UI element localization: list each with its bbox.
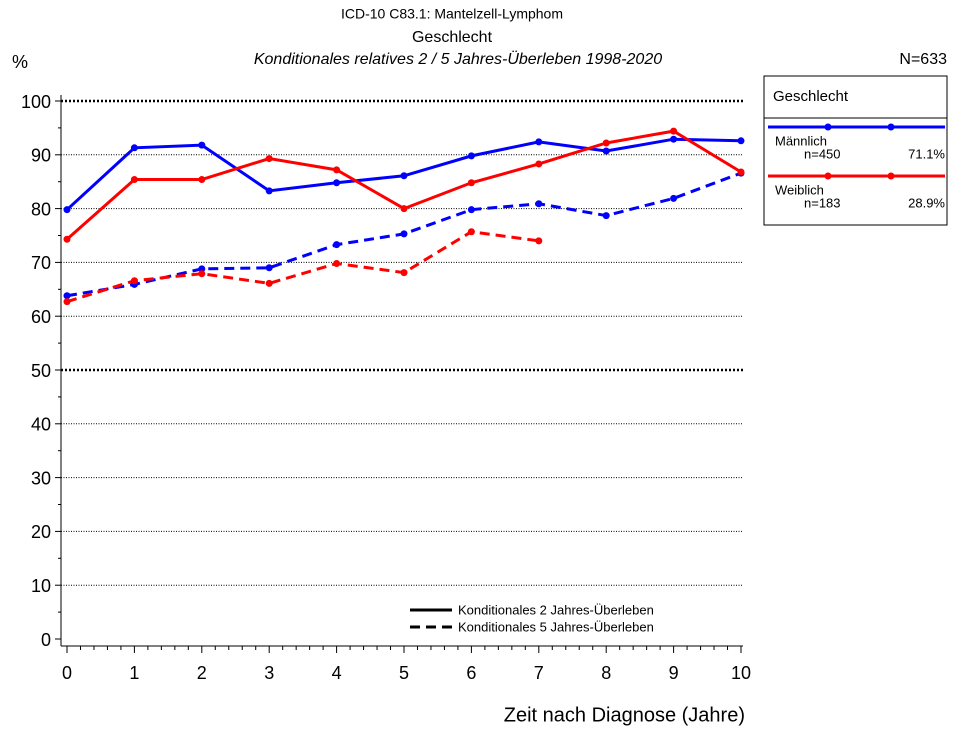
data-point bbox=[198, 141, 206, 149]
data-point bbox=[63, 292, 71, 300]
data-point bbox=[333, 241, 341, 249]
data-point bbox=[400, 230, 408, 238]
legend-count: n=183 bbox=[804, 195, 841, 210]
data-point bbox=[535, 160, 543, 168]
chart-subtitle: Konditionales relatives 2 / 5 Jahres-Übe… bbox=[254, 50, 662, 68]
chart-subtitle: Geschlecht bbox=[412, 29, 493, 46]
data-point bbox=[602, 212, 610, 220]
x-tick-label: 8 bbox=[601, 663, 611, 683]
data-point bbox=[467, 228, 475, 236]
data-point bbox=[467, 152, 475, 160]
data-point bbox=[737, 137, 745, 145]
legend-share: 71.1% bbox=[908, 146, 945, 161]
x-tick-label: 0 bbox=[62, 663, 72, 683]
y-tick-label: 20 bbox=[31, 522, 51, 542]
x-tick-label: 7 bbox=[534, 663, 544, 683]
data-point bbox=[130, 176, 138, 184]
x-axis-label: Zeit nach Diagnose (Jahre) bbox=[504, 704, 745, 726]
y-tick-label: 80 bbox=[31, 199, 51, 219]
x-tick-label: 1 bbox=[129, 663, 139, 683]
x-tick-label: 3 bbox=[264, 663, 274, 683]
series-line bbox=[66, 230, 540, 304]
data-point bbox=[265, 279, 273, 287]
data-point bbox=[535, 237, 543, 245]
data-point bbox=[63, 298, 71, 306]
style-legend-label: Konditionales 2 Jahres-Überleben bbox=[458, 602, 654, 617]
legend-title: Geschlecht bbox=[773, 88, 849, 105]
data-point bbox=[130, 144, 138, 152]
x-tick-label: 9 bbox=[669, 663, 679, 683]
data-point bbox=[63, 206, 71, 214]
style-legend-label: Konditionales 5 Jahres-Überleben bbox=[458, 619, 654, 634]
data-point bbox=[602, 139, 610, 147]
legend-marker bbox=[824, 172, 832, 180]
total-count: N=633 bbox=[899, 51, 947, 68]
legend-box bbox=[763, 75, 948, 226]
x-tick-label: 4 bbox=[332, 663, 342, 683]
legend-share: 28.9% bbox=[908, 195, 945, 210]
y-axis-label: % bbox=[12, 52, 28, 72]
data-point bbox=[198, 176, 206, 184]
data-point bbox=[535, 138, 543, 146]
legend-count: n=450 bbox=[804, 146, 841, 161]
data-point bbox=[265, 187, 273, 195]
y-tick-label: 60 bbox=[31, 307, 51, 327]
data-point bbox=[63, 235, 71, 243]
data-point bbox=[400, 205, 408, 213]
y-tick-label: 50 bbox=[31, 361, 51, 381]
y-tick-label: 10 bbox=[31, 576, 51, 596]
data-point bbox=[333, 166, 341, 174]
data-point bbox=[265, 264, 273, 272]
data-point bbox=[333, 179, 341, 187]
chart-title: ICD-10 C83.1: Mantelzell-Lymphom bbox=[341, 6, 563, 22]
y-tick-label: 30 bbox=[31, 468, 51, 488]
x-tick-label: 6 bbox=[466, 663, 476, 683]
x-tick-label: 2 bbox=[197, 663, 207, 683]
data-point bbox=[400, 269, 408, 277]
data-point bbox=[467, 206, 475, 214]
data-point bbox=[670, 135, 678, 143]
data-point bbox=[265, 155, 273, 163]
y-tick-label: 40 bbox=[31, 415, 51, 435]
legend-marker bbox=[824, 123, 832, 131]
data-point bbox=[198, 265, 206, 273]
x-tick-label: 10 bbox=[731, 663, 751, 683]
x-tick-label: 5 bbox=[399, 663, 409, 683]
data-point bbox=[670, 194, 678, 202]
legend-label: Männlich bbox=[775, 133, 827, 148]
data-point bbox=[670, 127, 678, 135]
data-point bbox=[130, 277, 138, 285]
data-point bbox=[467, 179, 475, 187]
data-point bbox=[333, 259, 341, 267]
y-tick-label: 70 bbox=[31, 253, 51, 273]
legend-marker bbox=[887, 123, 895, 131]
legend-label: Weiblich bbox=[775, 182, 824, 197]
data-point bbox=[198, 270, 206, 278]
y-tick-label: 90 bbox=[31, 146, 51, 166]
y-tick-label: 0 bbox=[41, 630, 51, 650]
legend-marker bbox=[887, 172, 895, 180]
data-point bbox=[535, 200, 543, 208]
data-point bbox=[602, 147, 610, 155]
data-point bbox=[737, 168, 745, 176]
y-tick-label: 100 bbox=[21, 92, 51, 112]
data-point bbox=[400, 172, 408, 180]
